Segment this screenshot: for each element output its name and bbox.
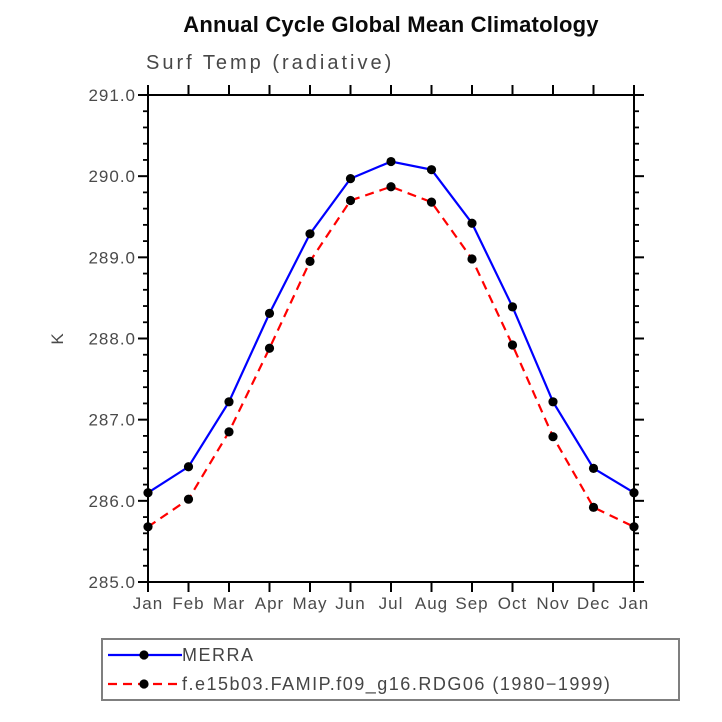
y-axis-tick-label: 289.0 bbox=[88, 248, 136, 267]
series-0-marker bbox=[305, 229, 315, 239]
x-axis-tick-label: Jan bbox=[619, 594, 649, 613]
series-1-marker bbox=[426, 197, 437, 207]
chart-title: Annual Cycle Global Mean Climatology bbox=[183, 12, 599, 37]
series-0-marker bbox=[345, 174, 356, 184]
series-1-marker bbox=[467, 254, 477, 264]
y-axis-tick-label: 288.0 bbox=[88, 330, 136, 349]
legend-label-model: f.e15b03.FAMIP.f09_g16.RDG06 (1980−1999) bbox=[182, 673, 612, 694]
x-axis-tick-label: Mar bbox=[213, 594, 245, 613]
x-axis-tick-label: Jul bbox=[379, 594, 404, 613]
series-1-marker bbox=[305, 256, 315, 266]
plot-area: Jan Feb Mar Apr May Jun Jul Aug Sep Oct Nov Dec Jan 2… bbox=[48, 85, 649, 613]
series-1-marker bbox=[386, 182, 396, 192]
series-1-marker bbox=[183, 494, 194, 504]
series-0-marker bbox=[386, 156, 396, 167]
legend-line-merra-icon bbox=[108, 650, 182, 660]
series-0-marker bbox=[467, 218, 477, 228]
y-axis-tick-label: 291.0 bbox=[88, 86, 136, 105]
series-0-marker bbox=[183, 462, 194, 472]
x-axis-tick-label: Dec bbox=[577, 594, 610, 613]
legend-item-model: f.e15b03.FAMIP.f09_g16.RDG06 (1980−1999) bbox=[103, 670, 678, 699]
series-line-1 bbox=[147, 185, 635, 528]
legend-item-merra: MERRA bbox=[103, 641, 678, 670]
chart-subtitle: Surf Temp (radiative) bbox=[146, 52, 395, 74]
series-0-marker bbox=[588, 463, 599, 473]
x-axis-tick-label: Jun bbox=[335, 594, 365, 613]
series-0-marker bbox=[264, 308, 275, 318]
series-1-marker bbox=[345, 195, 356, 206]
x-axis-tick-label: Aug bbox=[415, 594, 448, 613]
series-line-0 bbox=[147, 160, 635, 494]
series-1-marker bbox=[629, 522, 639, 532]
y-axis-tick-label: 285.0 bbox=[88, 573, 136, 592]
y-axis-tick-label: 286.0 bbox=[88, 492, 136, 511]
x-axis-tick-label: Jan bbox=[133, 594, 163, 613]
series-0-marker bbox=[507, 302, 518, 312]
series-1-marker bbox=[143, 522, 153, 532]
x-axis-tick-label: Nov bbox=[536, 594, 569, 613]
series-0-marker bbox=[548, 397, 558, 407]
legend-box: MERRA f.e15b03.FAMIP.f09_g16.RDG06 (1980… bbox=[101, 638, 680, 701]
series-1-marker bbox=[548, 432, 558, 442]
series-0-marker bbox=[426, 165, 437, 175]
x-axis-tick-label: Sep bbox=[455, 594, 488, 613]
x-axis-tick-label: Apr bbox=[255, 594, 284, 613]
x-axis-tick-label: Feb bbox=[172, 594, 204, 613]
series-1-marker bbox=[264, 343, 275, 353]
series-1-marker bbox=[224, 427, 234, 437]
legend-line-model-icon bbox=[108, 679, 182, 689]
series-1-marker bbox=[588, 502, 599, 512]
series-0-marker bbox=[143, 488, 153, 498]
series-0-marker bbox=[224, 397, 234, 407]
x-axis-tick-label: May bbox=[292, 594, 327, 613]
legend-label-merra: MERRA bbox=[182, 644, 255, 665]
series-1-marker bbox=[507, 340, 518, 350]
x-axis-tick-label: Oct bbox=[498, 594, 527, 613]
plot-frame bbox=[147, 94, 635, 583]
y-axis-tick-label: 290.0 bbox=[88, 167, 136, 186]
series-0-marker bbox=[629, 488, 639, 498]
y-axis-tick-label: 287.0 bbox=[88, 411, 136, 430]
y-axis-title: K bbox=[48, 332, 67, 344]
